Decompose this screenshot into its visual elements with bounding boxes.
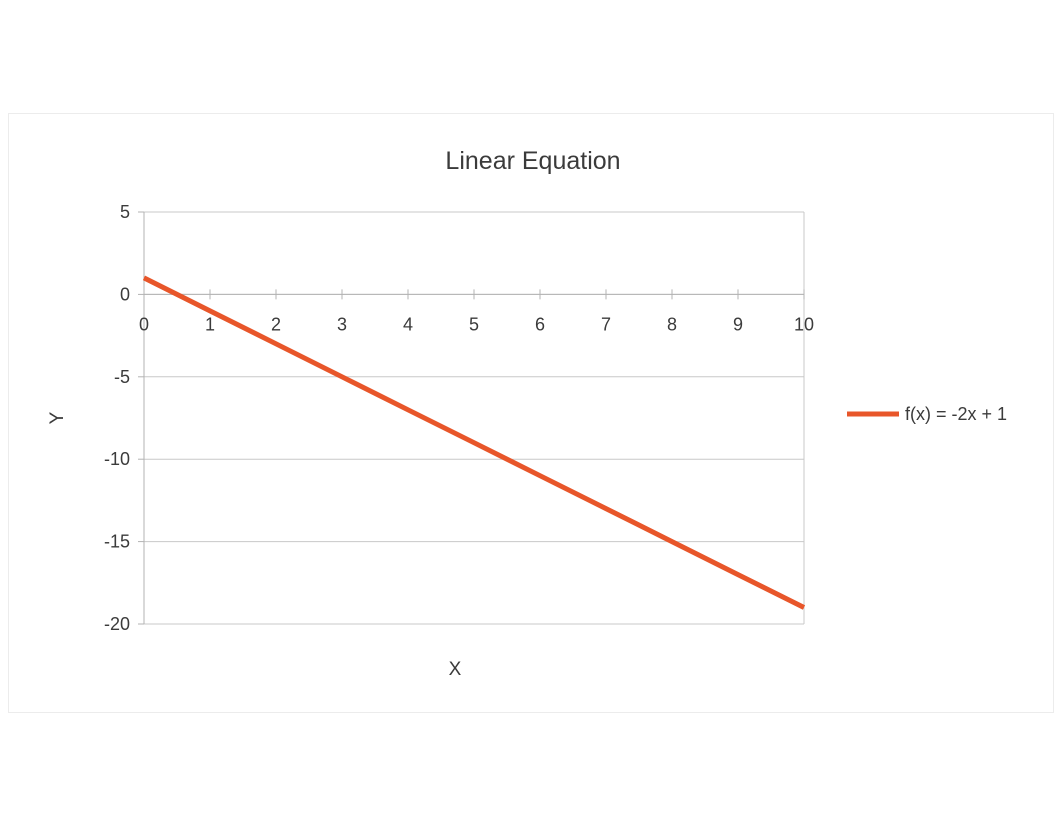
x-axis-label: X <box>449 659 462 680</box>
x-tick-label: 7 <box>601 314 611 334</box>
legend-label: f(x) = -2x + 1 <box>905 404 1007 424</box>
y-tick-labels: 5 0 -5 -10 -15 -20 <box>104 202 130 634</box>
x-tick-label: 9 <box>733 314 743 334</box>
x-tick-label: 6 <box>535 314 545 334</box>
y-tick-label: -20 <box>104 614 130 634</box>
y-tick-label: -5 <box>114 367 130 387</box>
x-tick-label: 10 <box>794 314 814 334</box>
y-tick-label: 0 <box>120 284 130 304</box>
y-tick-label: 5 <box>120 202 130 222</box>
y-axis-label: Y <box>47 411 68 424</box>
x-tick-label: 4 <box>403 314 413 334</box>
x-tick-label: 0 <box>139 314 149 334</box>
series-line <box>142 275 806 610</box>
x-tick-label: 3 <box>337 314 347 334</box>
chart-title: Linear Equation <box>445 147 620 175</box>
series-lines <box>142 275 806 610</box>
gridlines <box>144 211 805 625</box>
x-tick-label: 5 <box>469 314 479 334</box>
x-tick-label: 2 <box>271 314 281 334</box>
line-chart: Linear Equation 5 0 -5 -10 -15 -20 0 1 2 3 4 5 6 7 8 9… <box>47 147 1007 680</box>
chart-frame: Linear Equation 5 0 -5 -10 -15 -20 0 1 2 3 4 5 6 7 8 9… <box>8 113 1054 713</box>
x-tick-labels: 0 1 2 3 4 5 6 7 8 9 10 <box>139 314 814 334</box>
axes <box>138 211 805 625</box>
x-tick-label: 8 <box>667 314 677 334</box>
y-tick-label: -15 <box>104 532 130 552</box>
legend: f(x) = -2x + 1 <box>847 404 1007 424</box>
x-tick-label: 1 <box>205 314 215 334</box>
y-tick-label: -10 <box>104 449 130 469</box>
